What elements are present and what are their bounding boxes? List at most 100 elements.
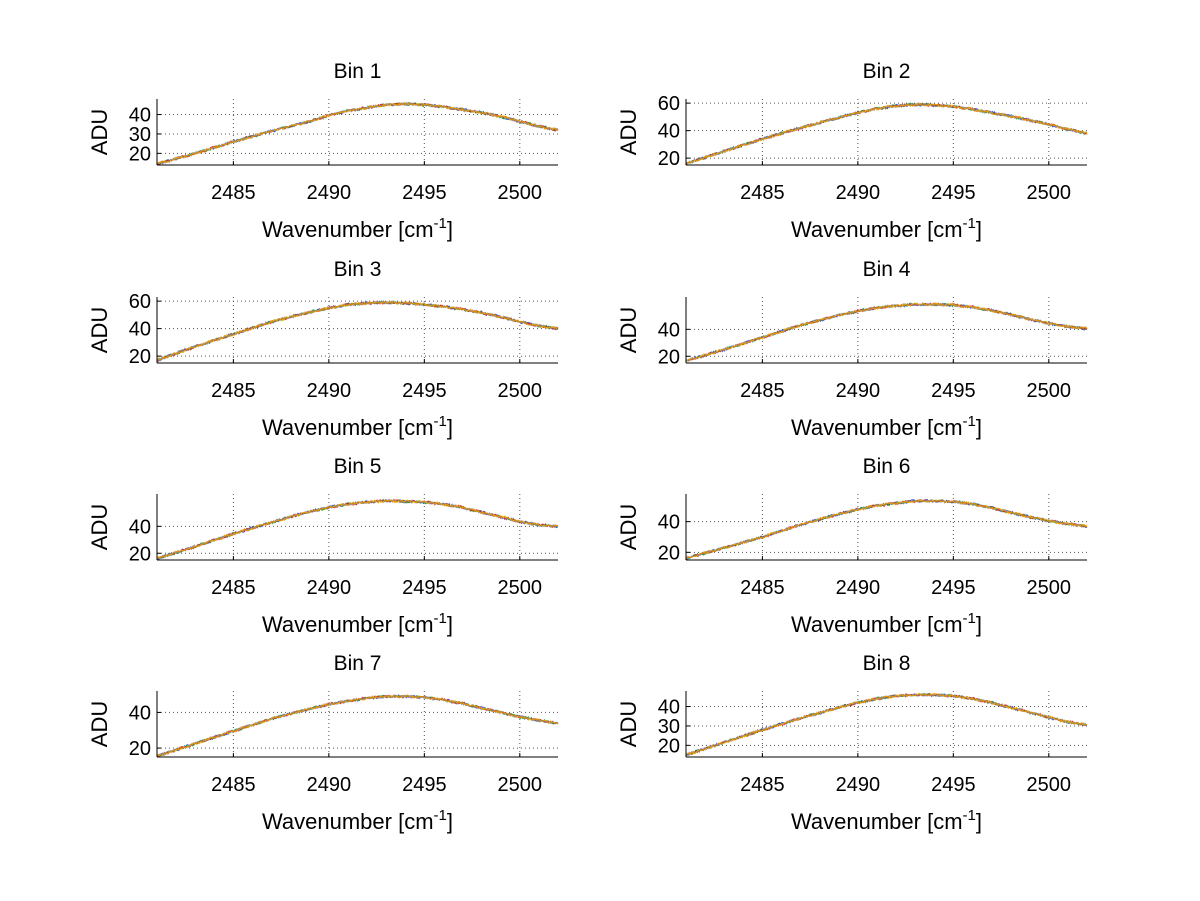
series-line-3 <box>685 102 1088 165</box>
x-axis-label-sup: -1 <box>963 413 976 430</box>
y-tick-label: 40 <box>658 319 680 341</box>
x-axis-label-main: Wavenumber [cm <box>791 217 963 242</box>
x-tick-label: 2485 <box>740 380 785 402</box>
x-tick-label: 2485 <box>211 380 256 402</box>
x-tick-label: 2485 <box>740 182 785 204</box>
x-axis-label: Wavenumber [cm-1] <box>791 610 982 637</box>
series-group <box>685 692 1088 757</box>
x-tick-label: 2500 <box>498 380 543 402</box>
x-tick-label: 2495 <box>402 380 447 402</box>
series-line-2 <box>685 302 1088 362</box>
y-tick-label: 40 <box>129 516 151 538</box>
series-line-5 <box>685 102 1088 165</box>
y-tick-label: 20 <box>129 543 151 565</box>
x-tick-label: 2500 <box>1027 380 1072 402</box>
x-axis-label-end: ] <box>976 612 982 637</box>
series-line-1 <box>685 302 1088 362</box>
x-tick-label: 2485 <box>740 774 785 796</box>
y-tick-label: 20 <box>129 143 151 165</box>
x-axis-label-end: ] <box>447 809 453 834</box>
y-tick-label: 60 <box>129 291 151 313</box>
x-tick-label: 2495 <box>931 182 976 204</box>
x-axis-label-main: Wavenumber [cm <box>262 809 434 834</box>
series-group <box>156 694 559 758</box>
x-axis-label-end: ] <box>447 415 453 440</box>
subplot-title: Bin 8 <box>863 652 911 675</box>
x-tick-label: 2485 <box>211 577 256 599</box>
x-tick-label: 2495 <box>402 182 447 204</box>
subplot-title: Bin 7 <box>334 652 382 675</box>
y-tick-label: 40 <box>658 512 680 534</box>
subplot-bin-4: Bin 4 2485 2490 2495 2500 20 40 Wavenumber [cm-… <box>616 258 1088 440</box>
x-tick-label: 2495 <box>931 380 976 402</box>
x-axis-label-main: Wavenumber [cm <box>791 612 963 637</box>
series-line-2 <box>685 692 1088 756</box>
y-tick-label: 20 <box>658 542 680 564</box>
x-tick-label: 2485 <box>211 774 256 796</box>
series-line-4 <box>156 101 559 164</box>
x-axis-label: Wavenumber [cm-1] <box>262 610 453 637</box>
x-axis-label: Wavenumber [cm-1] <box>262 413 453 440</box>
x-axis-label-end: ] <box>976 217 982 242</box>
x-axis-label: Wavenumber [cm-1] <box>791 807 982 834</box>
y-tick-label: 40 <box>658 697 680 719</box>
series-line-4 <box>685 302 1088 362</box>
x-axis-label: Wavenumber [cm-1] <box>262 215 453 242</box>
x-axis-label-main: Wavenumber [cm <box>791 809 963 834</box>
series-group <box>685 498 1088 561</box>
series-line-3 <box>156 498 559 560</box>
x-axis-label-sup: -1 <box>963 215 976 232</box>
series-line-1 <box>685 498 1088 561</box>
x-axis-label-end: ] <box>447 612 453 637</box>
series-line-1 <box>685 102 1088 164</box>
x-tick-label: 2490 <box>307 774 352 796</box>
series-line-1 <box>156 300 559 363</box>
series-line-1 <box>157 499 559 561</box>
series-group <box>156 300 559 363</box>
y-tick-label: 20 <box>129 346 151 368</box>
series-line-4 <box>685 102 1087 164</box>
series-line-2 <box>156 300 559 362</box>
x-axis-label-sup: -1 <box>434 807 447 824</box>
y-axis-label: ADU <box>87 109 112 155</box>
series-line-3 <box>685 499 1088 561</box>
x-tick-label: 2500 <box>1027 182 1072 204</box>
y-tick-label: 20 <box>129 738 151 760</box>
y-tick-label: 30 <box>658 716 680 738</box>
subplot-title: Bin 1 <box>334 60 382 83</box>
y-axis-label: ADU <box>87 307 112 353</box>
x-axis-label-main: Wavenumber [cm <box>791 415 963 440</box>
series-line-5 <box>156 300 558 361</box>
x-tick-label: 2500 <box>498 577 543 599</box>
subplot-title: Bin 5 <box>334 455 382 478</box>
x-axis-label: Wavenumber [cm-1] <box>262 807 453 834</box>
series-line-5 <box>156 498 559 560</box>
subplot-bin-5: Bin 5 2485 2490 2495 2500 20 40 Wavenumber [cm-… <box>87 455 559 637</box>
series-line-4 <box>685 498 1088 560</box>
series-line-2 <box>685 102 1088 165</box>
y-tick-label: 40 <box>129 702 151 724</box>
series-line-5 <box>686 302 1088 362</box>
y-tick-label: 40 <box>129 319 151 341</box>
series-line-4 <box>685 692 1088 756</box>
x-tick-label: 2500 <box>498 774 543 796</box>
subplot-bin-7: Bin 7 2485 2490 2495 2500 20 40 Wavenumber [cm-… <box>87 652 559 834</box>
x-axis-label-end: ] <box>976 415 982 440</box>
series-line-3 <box>685 302 1088 362</box>
x-tick-label: 2500 <box>498 182 543 204</box>
x-tick-label: 2495 <box>402 774 447 796</box>
x-tick-label: 2490 <box>836 182 881 204</box>
subplot-title: Bin 4 <box>863 258 911 281</box>
series-line-4 <box>156 498 559 560</box>
x-axis-label-sup: -1 <box>434 413 447 430</box>
x-tick-label: 2490 <box>836 774 881 796</box>
x-axis-label-sup: -1 <box>963 807 976 824</box>
y-axis-label: ADU <box>616 504 641 550</box>
subplot-bin-2: Bin 2 2485 2490 2495 2500 20 40 60 Wavenumber [c… <box>616 60 1088 242</box>
y-axis-label: ADU <box>616 307 641 353</box>
series-group <box>156 498 559 561</box>
x-axis-label: Wavenumber [cm-1] <box>791 413 982 440</box>
